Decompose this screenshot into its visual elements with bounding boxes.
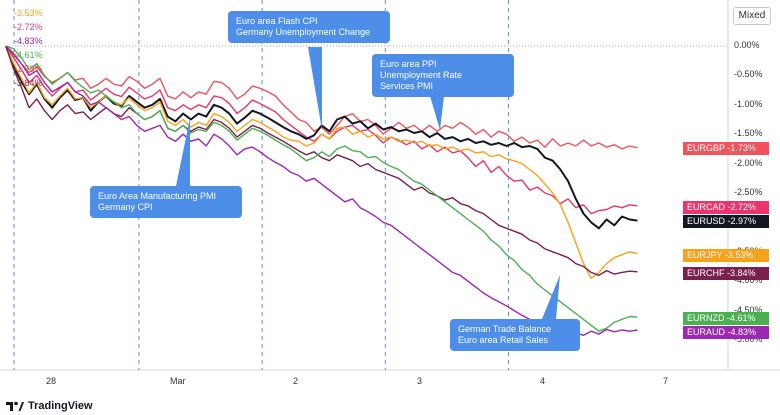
callout-pointer [308,47,322,130]
legend-value: -4.83% [14,36,43,46]
y-tick-label: -1.50% [734,128,763,139]
callout-pointer [430,96,444,130]
y-tick-label: -1.00% [734,98,763,109]
event-callout-flash-cpi: Euro area Flash CPI Germany Unemployment… [228,11,390,43]
x-tick-label: 28 [46,376,57,386]
tradingview-logo[interactable]: TradingView [6,398,93,414]
legend-value: -2.72% [14,22,43,32]
callout-pointer [176,118,190,186]
callout-line: Unemployment Rate [380,70,463,80]
y-tick-label: -4.00% [734,275,763,286]
brand-name: TradingView [28,400,93,412]
y-tick-label: -5.00% [734,334,763,344]
series-tag-euraud: EURAUD -4.83% [683,326,769,339]
event-callout-ppi: Euro area PPI Unemployment Rate Services… [372,54,514,97]
callout-line: Euro area Flash CPI [236,16,318,26]
callout-line: Services PMI [380,81,434,91]
callout-line: German Trade Balance [458,324,552,334]
series-tag-eurchf: EURCHF -3.84% [683,267,769,280]
legend-value: -3.53% [14,8,43,18]
callout-line: Euro Area Manufacturing PMI [98,191,217,201]
callout-line: Germany CPI [98,202,153,212]
y-tick-label: -2.00% [734,157,763,168]
series-line-eurnzd [5,45,638,332]
event-callout-manufacturing-pmi: Euro Area Manufacturing PMI Germany CPI [90,186,242,218]
callout-pointer [542,275,560,319]
legend-value: -4.61% [14,50,43,60]
y-tick-label: -4.50% [734,304,763,315]
y-tick-label: -0.50% [734,69,763,80]
x-tick-label: 7 [663,376,669,386]
x-tick-label: 2 [293,376,299,386]
callout-line: Germany Unemployment Change [236,27,371,37]
series-tag-eurcad: EURCAD -2.72% [683,201,769,214]
x-tick-label: Mar [170,376,186,386]
x-tick-label: 3 [417,376,423,386]
callout-line: Euro area PPI [380,59,437,69]
series-tag-eurusd: EURUSD -2.97% [683,215,769,228]
y-tick-label: -2.50% [734,187,763,197]
tradingview-logo-icon [6,400,24,412]
y-tick-label: 0.00% [734,40,760,50]
series-tag-eurjpy: EURJPY -3.53% [683,249,769,262]
series-tag-eurgbp: EURGBP -1.73% [683,142,769,155]
legend-value: -3.84% [14,78,43,88]
legend-value: -1.73% [14,64,43,74]
x-tick-label: 4 [540,376,546,386]
scale-mode-badge[interactable]: Mixed [733,7,771,25]
series-tag-eurnzd: EURNZD -4.61% [683,312,769,325]
callout-line: Euro area Retail Sales [458,335,549,345]
event-callout-trade-balance: German Trade Balance Euro area Retail Sa… [450,319,580,351]
